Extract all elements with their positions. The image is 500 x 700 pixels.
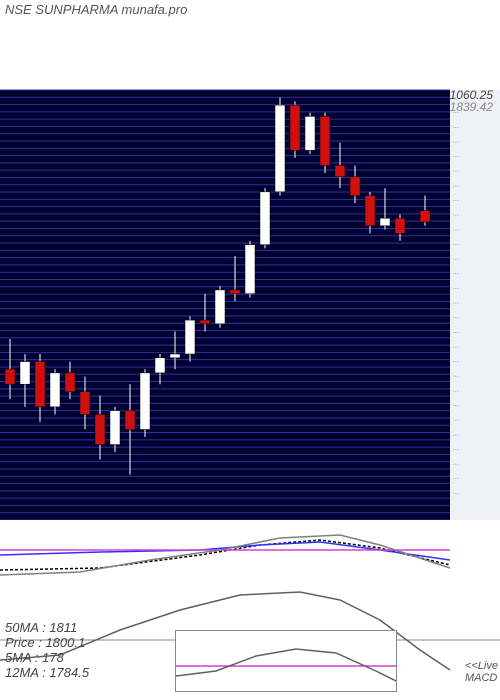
svg-text:···: ··· (452, 359, 459, 366)
svg-text:···: ··· (452, 329, 459, 336)
ma-line: 50MA : 1811 (5, 620, 89, 635)
svg-text:···: ··· (452, 124, 459, 131)
live-macd-inset (175, 630, 397, 692)
svg-text:···: ··· (452, 271, 459, 278)
svg-text:···: ··· (452, 388, 459, 395)
svg-text:···: ··· (452, 373, 459, 380)
candlestick-chart: ··· ··· ··· ··· ··· ··· ··· ··· ··· ··· ··· ··· ··· ·… (0, 20, 500, 520)
chart-title: NSE SUNPHARMA munafa.pro (5, 2, 187, 17)
svg-text:···: ··· (452, 461, 459, 468)
svg-text:···: ··· (452, 256, 459, 263)
svg-text:···: ··· (452, 300, 459, 307)
svg-text:···: ··· (452, 285, 459, 292)
svg-text:···: ··· (452, 315, 459, 322)
live-label: <<Live (465, 660, 498, 672)
svg-text:···: ··· (452, 344, 459, 351)
svg-text:···: ··· (452, 417, 459, 424)
svg-text:···: ··· (452, 446, 459, 453)
chart-container: NSE SUNPHARMA munafa.pro ···············… (0, 0, 500, 700)
price-label: 1839.42 (450, 100, 493, 114)
svg-text:···: ··· (452, 227, 459, 234)
svg-text:···: ··· (452, 198, 459, 205)
macd-indicator-pane (0, 520, 500, 580)
svg-text:···: ··· (452, 183, 459, 190)
ma-line: 12MA : 1784.5 (5, 665, 89, 680)
ma-line: 5MA : 178 (5, 650, 89, 665)
svg-text:···: ··· (452, 432, 459, 439)
svg-text:···: ··· (452, 241, 459, 248)
macd-text: MACD (465, 672, 498, 684)
svg-text:···: ··· (452, 154, 459, 161)
svg-text:···: ··· (452, 168, 459, 175)
ma-readout: 50MA : 1811Price : 1800.15MA : 17812MA :… (5, 620, 89, 680)
svg-text:···: ··· (452, 212, 459, 219)
svg-text:···: ··· (452, 139, 459, 146)
svg-text:···: ··· (452, 476, 459, 483)
ma-line: Price : 1800.1 (5, 635, 89, 650)
svg-text:···: ··· (452, 403, 459, 410)
macd-label: <<LiveMACD (465, 660, 498, 684)
svg-text:···: ··· (452, 490, 459, 497)
